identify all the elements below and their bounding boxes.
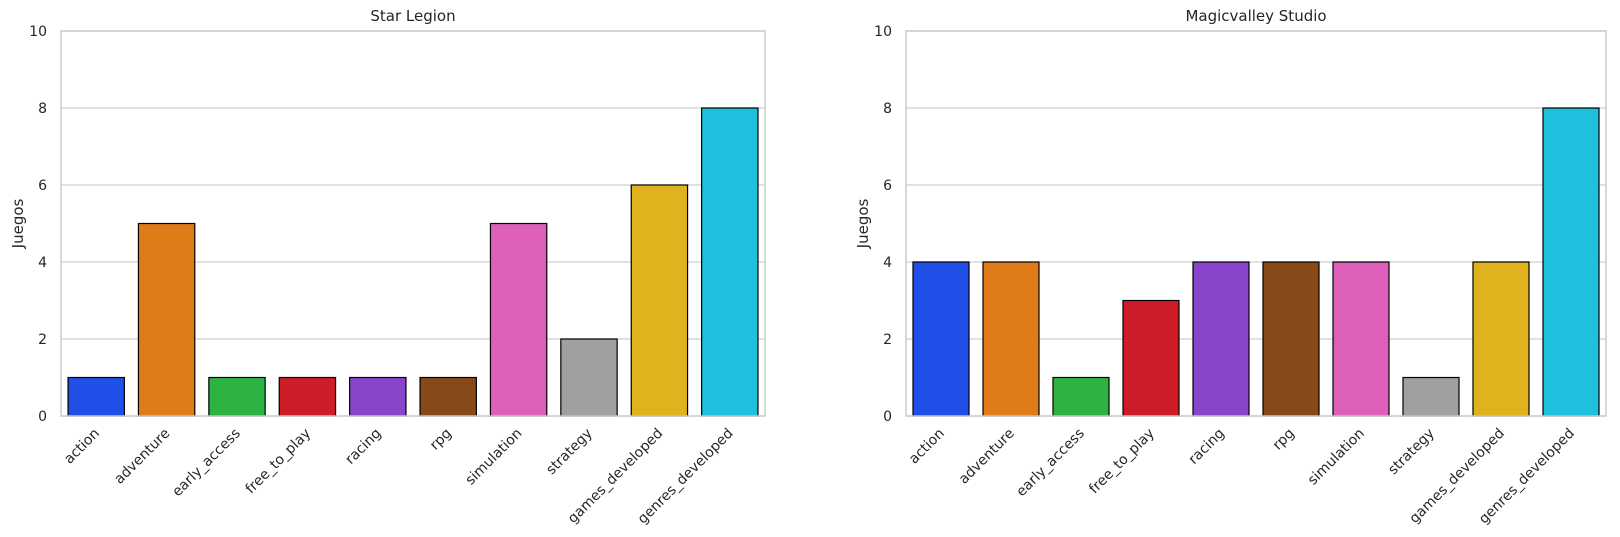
x-tick-label: strategy [1385, 426, 1438, 479]
y-tick-label: 2 [883, 332, 892, 348]
x-tick-label: action [61, 426, 103, 468]
chart-title: Magicvalley Studio [1185, 7, 1326, 25]
y-tick-label: 10 [874, 24, 892, 40]
y-tick-label: 8 [883, 101, 892, 117]
bar-free-to-play [1122, 299, 1180, 417]
bar-early-access [208, 376, 266, 417]
y-tick-label: 0 [883, 409, 892, 425]
x-tick-label: simulation [463, 426, 526, 489]
x-tick-label: adventure [111, 426, 173, 488]
bar-action [67, 376, 125, 417]
bar-games-developed [630, 184, 689, 417]
bar-free-to-play [278, 376, 337, 417]
bar-rpg [419, 376, 477, 417]
bar-early-access [1052, 376, 1110, 417]
bar-simulation [1332, 261, 1390, 417]
x-tick-label: racing [342, 426, 384, 468]
bar-rpg [1262, 261, 1320, 417]
x-tick-label: adventure [956, 426, 1018, 488]
x-tick-label: free_to_play [1086, 426, 1158, 498]
bar-genres-developed [701, 107, 759, 417]
chart-panel-magicvalley-studio: 0 2 4 6 8 10 action adventureearly_accessfree_t… [854, 7, 1607, 527]
bar-adventure [982, 261, 1040, 417]
y-tick-label: 8 [38, 101, 47, 117]
y-tick-label: 4 [883, 255, 892, 271]
y-tick-label: 6 [883, 178, 892, 194]
x-tick-label: simulation [1305, 426, 1368, 489]
bar-games-developed [1472, 261, 1530, 417]
bar-strategy [1402, 376, 1460, 417]
plot-frame [905, 30, 1607, 417]
x-tick-label: rpg [427, 426, 455, 454]
bar-genres-developed [1542, 107, 1600, 417]
plot-frame [60, 30, 766, 417]
y-tick-label: 6 [38, 178, 47, 194]
bar-adventure [137, 222, 196, 417]
y-tick-label: 2 [38, 332, 47, 348]
y-tick-label: 10 [29, 24, 47, 40]
bar-strategy [560, 338, 618, 417]
chart-title: Star Legion [370, 7, 455, 25]
chart-panel-star-legion: 0 2 4 6 8 10 action adventureearly_accessfree_t… [9, 7, 766, 527]
bar-simulation [489, 222, 548, 417]
bar-action [912, 261, 970, 417]
x-tick-label: rpg [1270, 426, 1298, 454]
bar-racing [349, 376, 407, 417]
y-tick-label: 0 [38, 409, 47, 425]
x-tick-label: free_to_play [243, 426, 315, 498]
x-tick-label: early_access [1013, 426, 1087, 500]
x-tick-label: racing [1186, 426, 1228, 468]
y-axis-label: Juegos [854, 198, 872, 249]
y-axis-label: Juegos [9, 198, 27, 249]
bar-racing [1192, 261, 1250, 417]
x-tick-label: strategy [543, 426, 596, 479]
y-tick-label: 4 [38, 255, 47, 271]
x-tick-label: early_access [169, 426, 243, 500]
x-tick-label: action [906, 426, 948, 468]
